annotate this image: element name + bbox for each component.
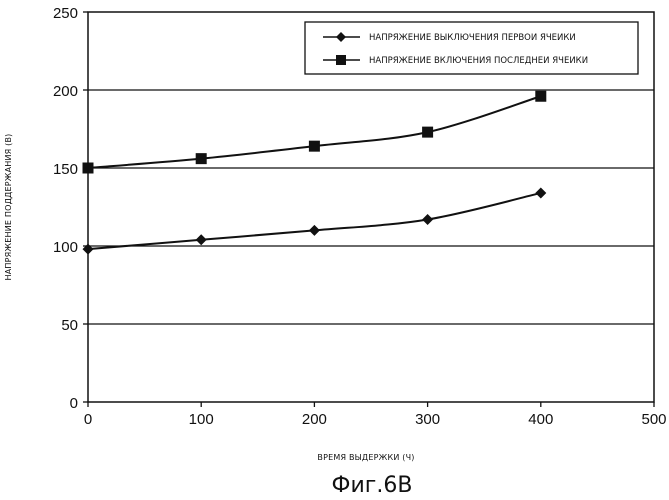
- legend-marker-square: [336, 55, 346, 65]
- y-tick-label-150: 150: [53, 161, 78, 178]
- data-point-diamond-100: [195, 234, 207, 246]
- x-tick-label-100: 100: [189, 411, 214, 428]
- grid-lines: [88, 89, 654, 325]
- x-tick-label-400: 400: [528, 411, 553, 428]
- data-point-square-300: [422, 126, 434, 138]
- x-axis-label: ВРЕМЯ ВЫДЕРЖКИ (Ч): [317, 453, 414, 462]
- x-tick-label-200: 200: [302, 411, 327, 428]
- y-tick-label-50: 50: [61, 317, 78, 334]
- legend-label-series-2: НАПРЯЖЕНИЕ ВКЛЮЧЕНИЯ ПОСЛЕДНЕИ ЯЧЕИКИ: [369, 56, 588, 66]
- legend-marker-diamond: [336, 32, 346, 42]
- series-line-2: [87, 95, 542, 169]
- data-point-square-200: [308, 140, 320, 152]
- plot-area-frame: [87, 11, 655, 403]
- legend-box: [304, 21, 639, 75]
- data-point-diamond-400: [535, 187, 547, 199]
- series-line-1: [87, 191, 542, 251]
- x-tick-label-500: 500: [641, 411, 666, 428]
- figure-caption: Фиг.6В: [332, 473, 413, 498]
- data-point-diamond-300: [422, 213, 434, 225]
- y-tick-label-0: 0: [70, 395, 78, 412]
- data-point-diamond-200: [308, 224, 320, 236]
- y-tick-label-250: 250: [53, 5, 78, 22]
- y-tick-label-200: 200: [53, 83, 78, 100]
- y-tick-label-100: 100: [53, 239, 78, 256]
- axis-ticks: 0 50 100 150 200 250 0 100 200 300 400 500: [53, 5, 667, 428]
- legend-label-series-1: НАПРЯЖЕНИЕ ВЫКЛЮЧЕНИЯ ПЕРВОИ ЯЧЕИКИ: [369, 33, 576, 43]
- data-point-square-400: [535, 90, 547, 102]
- series-layer: [82, 90, 547, 255]
- legend: НАПРЯЖЕНИЕ ВЫКЛЮЧЕНИЯ ПЕРВОИ ЯЧЕИКИ НАПР…: [304, 21, 639, 75]
- x-tick-label-0: 0: [84, 411, 92, 428]
- data-point-square-100: [195, 153, 207, 165]
- x-tick-label-300: 300: [415, 411, 440, 428]
- y-axis-label: НАПРЯЖЕНИЕ ПОДДЕРЖАНИЯ (В): [4, 134, 13, 281]
